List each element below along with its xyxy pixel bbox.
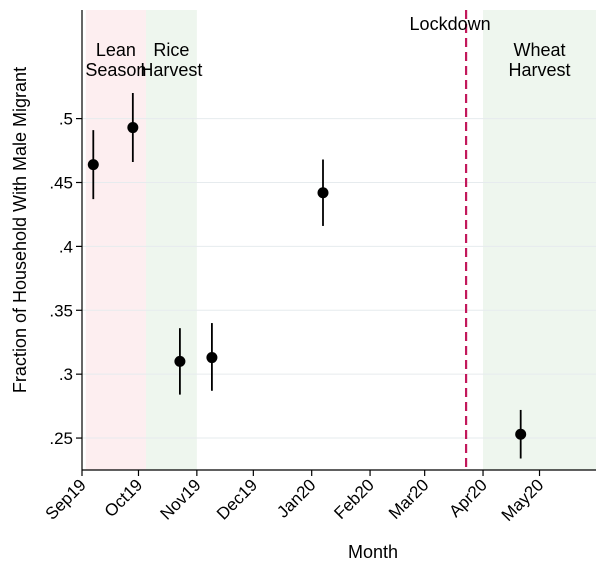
data-point-5 [515, 429, 526, 440]
y-tick-label-2: .35 [49, 301, 73, 320]
lockdown-label: Lockdown [410, 14, 491, 34]
x-tick-label-8: May20 [498, 475, 548, 525]
data-point-1 [127, 122, 138, 133]
data-point-0 [88, 159, 99, 170]
data-point-4 [317, 187, 328, 198]
x-tick-label-1: Oct19 [101, 475, 147, 521]
x-tick-label-7: Apr20 [445, 475, 491, 521]
region-label-1-1: Harvest [140, 60, 202, 80]
x-tick-label-4: Jan20 [273, 475, 319, 521]
y-tick-label-1: .3 [59, 365, 73, 384]
x-tick-label-2: Nov19 [156, 475, 204, 523]
region-label-0-1: Season [85, 60, 146, 80]
y-tick-label-3: .4 [59, 237, 73, 256]
x-tick-label-0: Sep19 [42, 475, 90, 523]
y-tick-label-0: .25 [49, 429, 73, 448]
region-label-2-1: Harvest [509, 60, 571, 80]
x-axis-title: Month [348, 542, 398, 562]
region-label-2-0: Wheat [514, 40, 566, 60]
x-tick-label-3: Dec19 [213, 475, 261, 523]
region-label-1-0: Rice [153, 40, 189, 60]
y-tick-label-5: .5 [59, 110, 73, 129]
region-label-0-0: Lean [96, 40, 136, 60]
data-point-2 [174, 356, 185, 367]
x-tick-label-6: Mar20 [385, 475, 433, 523]
x-tick-label-5: Feb20 [330, 475, 378, 523]
y-axis-title: Fraction of Household With Male Migrant [10, 67, 30, 393]
y-tick-label-4: .45 [49, 174, 73, 193]
data-point-3 [206, 352, 217, 363]
